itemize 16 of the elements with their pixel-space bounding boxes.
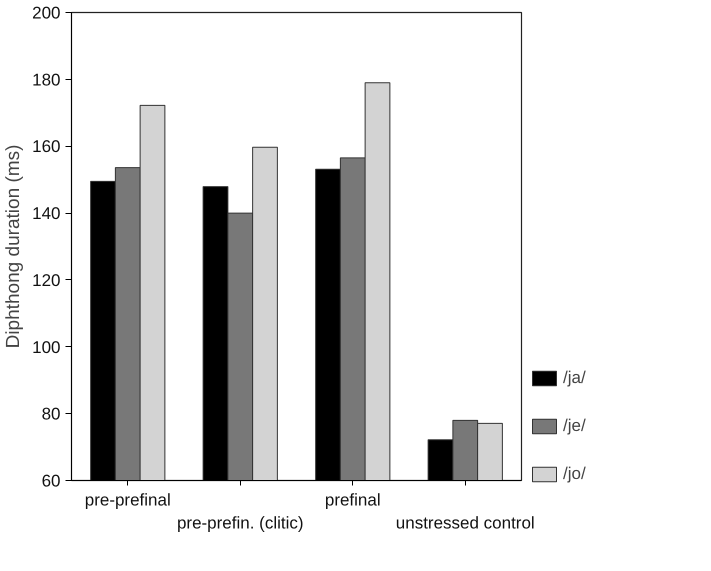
y-tick-label: 160: [32, 137, 61, 156]
x-tick-label: prefinal: [324, 490, 381, 510]
y-tick-label: 120: [32, 270, 61, 290]
legend-label: /ja/: [563, 368, 586, 388]
y-tick-label: 100: [32, 338, 61, 357]
legend-label: /je/: [563, 416, 586, 436]
y-tick-label: 80: [42, 404, 61, 424]
y-tick-label: 180: [32, 70, 61, 90]
y-tick-label: 200: [32, 4, 61, 22]
legend-label: /jo/: [563, 464, 586, 484]
x-tick-label: pre-prefin. (clitic): [176, 513, 304, 532]
x-tick-label: pre-prefinal: [84, 490, 171, 510]
y-tick-label: 60: [42, 472, 61, 490]
x-tick-label: unstressed control: [396, 513, 535, 532]
y-axis-title: Diphthong duration (ms): [3, 144, 24, 348]
y-tick-label: 140: [32, 204, 61, 224]
